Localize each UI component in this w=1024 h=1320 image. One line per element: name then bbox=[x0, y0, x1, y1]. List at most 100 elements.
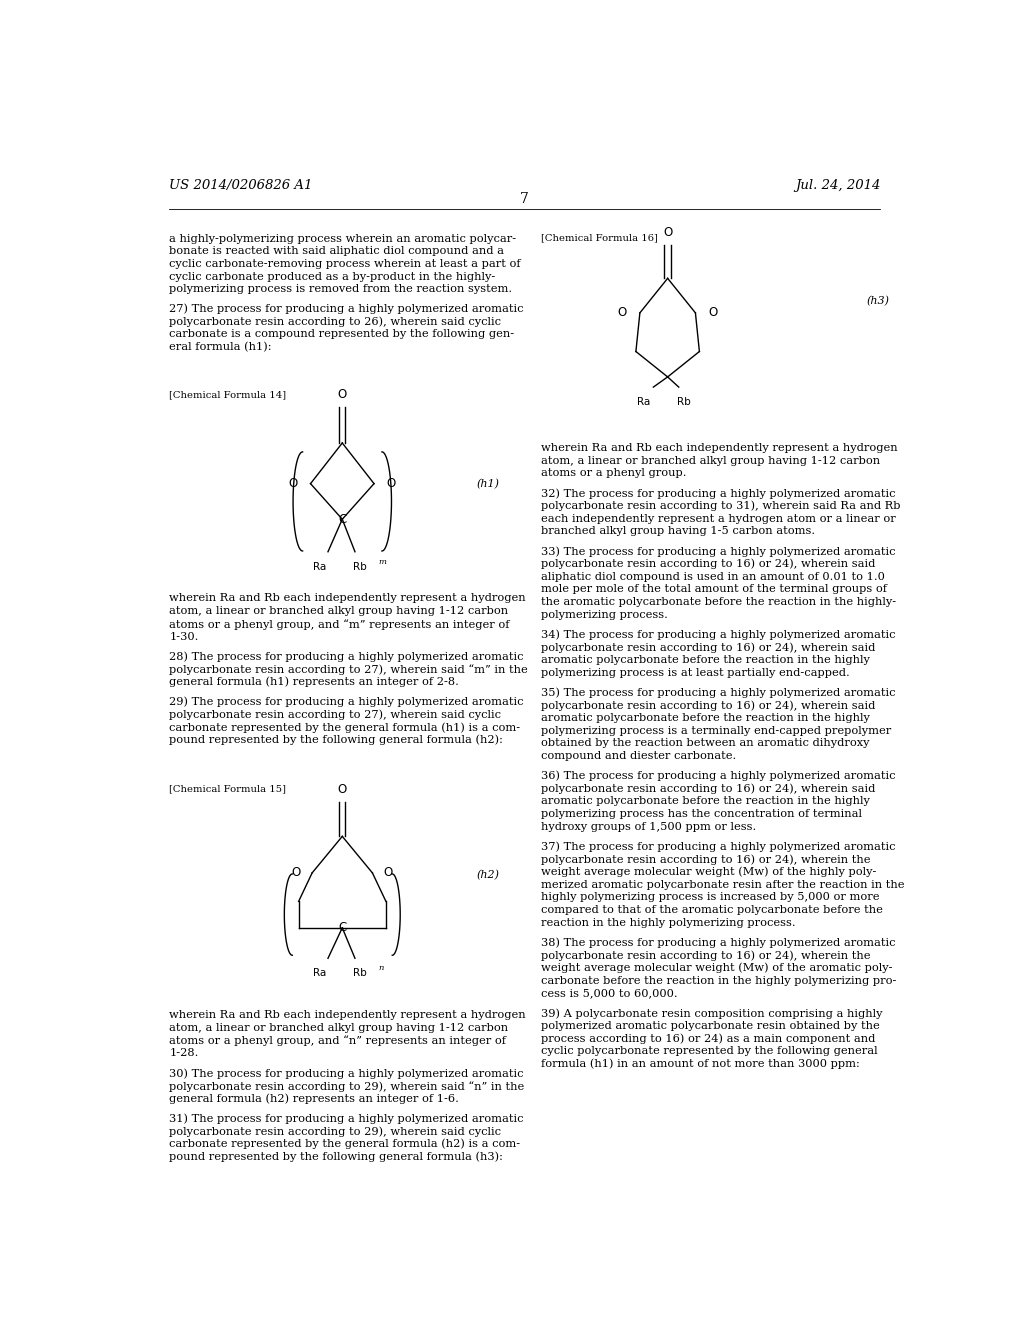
Text: Rb: Rb bbox=[677, 397, 690, 408]
Text: 35) The process for producing a highly polymerized aromatic: 35) The process for producing a highly p… bbox=[541, 688, 895, 698]
Text: polycarbonate resin according to 29), wherein said “n” in the: polycarbonate resin according to 29), wh… bbox=[169, 1081, 524, 1092]
Text: wherein Ra and Rb each independently represent a hydrogen: wherein Ra and Rb each independently rep… bbox=[169, 594, 526, 603]
Text: a highly-polymerizing process wherein an aromatic polycar-: a highly-polymerizing process wherein an… bbox=[169, 234, 516, 244]
Text: the aromatic polycarbonate before the reaction in the highly-: the aromatic polycarbonate before the re… bbox=[541, 597, 896, 607]
Text: formula (h1) in an amount of not more than 3000 ppm:: formula (h1) in an amount of not more th… bbox=[541, 1059, 859, 1069]
Text: polycarbonate resin according to 16) or 24), wherein said: polycarbonate resin according to 16) or … bbox=[541, 784, 876, 795]
Text: 28) The process for producing a highly polymerized aromatic: 28) The process for producing a highly p… bbox=[169, 651, 523, 661]
Text: merized aromatic polycarbonate resin after the reaction in the: merized aromatic polycarbonate resin aft… bbox=[541, 879, 904, 890]
Text: polymerizing process is at least partially end-capped.: polymerizing process is at least partial… bbox=[541, 668, 850, 677]
Text: cess is 5,000 to 60,000.: cess is 5,000 to 60,000. bbox=[541, 989, 677, 998]
Text: polymerizing process is a terminally end-capped prepolymer: polymerizing process is a terminally end… bbox=[541, 726, 891, 735]
Text: carbonate is a compound represented by the following gen-: carbonate is a compound represented by t… bbox=[169, 329, 514, 339]
Text: 39) A polycarbonate resin composition comprising a highly: 39) A polycarbonate resin composition co… bbox=[541, 1008, 882, 1019]
Text: Rb: Rb bbox=[353, 562, 367, 572]
Text: pound represented by the following general formula (h2):: pound represented by the following gener… bbox=[169, 735, 503, 746]
Text: (h2): (h2) bbox=[476, 870, 500, 880]
Text: O: O bbox=[338, 783, 347, 796]
Text: atom, a linear or branched alkyl group having 1-12 carbon: atom, a linear or branched alkyl group h… bbox=[541, 455, 880, 466]
Text: mole per mole of the total amount of the terminal groups of: mole per mole of the total amount of the… bbox=[541, 585, 887, 594]
Text: [Chemical Formula 15]: [Chemical Formula 15] bbox=[169, 784, 287, 793]
Text: O: O bbox=[338, 388, 347, 401]
Text: US 2014/0206826 A1: US 2014/0206826 A1 bbox=[169, 180, 312, 191]
Text: compound and diester carbonate.: compound and diester carbonate. bbox=[541, 751, 736, 760]
Text: Ra: Ra bbox=[637, 397, 650, 408]
Text: weight average molecular weight (Mw) of the highly poly-: weight average molecular weight (Mw) of … bbox=[541, 867, 877, 878]
Text: m: m bbox=[379, 558, 387, 566]
Text: weight average molecular weight (Mw) of the aromatic poly-: weight average molecular weight (Mw) of … bbox=[541, 962, 892, 973]
Text: polymerizing process.: polymerizing process. bbox=[541, 610, 668, 619]
Text: carbonate represented by the general formula (h2) is a com-: carbonate represented by the general for… bbox=[169, 1139, 520, 1150]
Text: O: O bbox=[617, 306, 627, 319]
Text: cyclic carbonate produced as a by-product in the highly-: cyclic carbonate produced as a by-produc… bbox=[169, 272, 496, 281]
Text: polycarbonate resin according to 16) or 24), wherein said: polycarbonate resin according to 16) or … bbox=[541, 700, 876, 710]
Text: obtained by the reaction between an aromatic dihydroxy: obtained by the reaction between an arom… bbox=[541, 738, 869, 748]
Text: polycarbonate resin according to 16) or 24), wherein the: polycarbonate resin according to 16) or … bbox=[541, 950, 870, 961]
Text: 31) The process for producing a highly polymerized aromatic: 31) The process for producing a highly p… bbox=[169, 1113, 523, 1123]
Text: carbonate before the reaction in the highly polymerizing pro-: carbonate before the reaction in the hig… bbox=[541, 975, 896, 986]
Text: (h1): (h1) bbox=[476, 478, 500, 488]
Text: polycarbonate resin according to 16) or 24), wherein said: polycarbonate resin according to 16) or … bbox=[541, 558, 876, 569]
Text: Ra: Ra bbox=[313, 562, 327, 572]
Text: aromatic polycarbonate before the reaction in the highly: aromatic polycarbonate before the reacti… bbox=[541, 796, 869, 807]
Text: aromatic polycarbonate before the reaction in the highly: aromatic polycarbonate before the reacti… bbox=[541, 713, 869, 723]
Text: polycarbonate resin according to 27), wherein said cyclic: polycarbonate resin according to 27), wh… bbox=[169, 709, 502, 719]
Text: 1-30.: 1-30. bbox=[169, 631, 199, 642]
Text: atoms or a phenyl group, and “n” represents an integer of: atoms or a phenyl group, and “n” represe… bbox=[169, 1036, 506, 1047]
Text: atoms or a phenyl group.: atoms or a phenyl group. bbox=[541, 469, 686, 478]
Text: O: O bbox=[663, 226, 673, 239]
Text: each independently represent a hydrogen atom or a linear or: each independently represent a hydrogen … bbox=[541, 513, 895, 524]
Text: O: O bbox=[289, 477, 298, 490]
Text: 27) The process for producing a highly polymerized aromatic: 27) The process for producing a highly p… bbox=[169, 304, 523, 314]
Text: 29) The process for producing a highly polymerized aromatic: 29) The process for producing a highly p… bbox=[169, 697, 523, 708]
Text: O: O bbox=[709, 306, 718, 319]
Text: pound represented by the following general formula (h3):: pound represented by the following gener… bbox=[169, 1151, 503, 1162]
Text: wherein Ra and Rb each independently represent a hydrogen: wherein Ra and Rb each independently rep… bbox=[169, 1010, 526, 1020]
Text: C: C bbox=[338, 921, 346, 935]
Text: wherein Ra and Rb each independently represent a hydrogen: wherein Ra and Rb each independently rep… bbox=[541, 444, 897, 453]
Text: reaction in the highly polymerizing process.: reaction in the highly polymerizing proc… bbox=[541, 917, 796, 928]
Text: highly polymerizing process is increased by 5,000 or more: highly polymerizing process is increased… bbox=[541, 892, 880, 903]
Text: O: O bbox=[384, 866, 393, 879]
Text: compared to that of the aromatic polycarbonate before the: compared to that of the aromatic polycar… bbox=[541, 906, 883, 915]
Text: 33) The process for producing a highly polymerized aromatic: 33) The process for producing a highly p… bbox=[541, 546, 895, 557]
Text: 1-28.: 1-28. bbox=[169, 1048, 199, 1059]
Text: [Chemical Formula 14]: [Chemical Formula 14] bbox=[169, 391, 287, 399]
Text: eral formula (h1):: eral formula (h1): bbox=[169, 342, 271, 352]
Text: carbonate represented by the general formula (h1) is a com-: carbonate represented by the general for… bbox=[169, 722, 520, 733]
Text: cyclic carbonate-removing process wherein at least a part of: cyclic carbonate-removing process wherei… bbox=[169, 259, 521, 269]
Text: (h3): (h3) bbox=[867, 296, 890, 306]
Text: Ra: Ra bbox=[313, 969, 327, 978]
Text: [Chemical Formula 16]: [Chemical Formula 16] bbox=[541, 234, 657, 243]
Text: Rb: Rb bbox=[353, 969, 367, 978]
Text: general formula (h2) represents an integer of 1-6.: general formula (h2) represents an integ… bbox=[169, 1093, 459, 1104]
Text: cyclic polycarbonate represented by the following general: cyclic polycarbonate represented by the … bbox=[541, 1047, 878, 1056]
Text: 34) The process for producing a highly polymerized aromatic: 34) The process for producing a highly p… bbox=[541, 630, 895, 640]
Text: polycarbonate resin according to 29), wherein said cyclic: polycarbonate resin according to 29), wh… bbox=[169, 1126, 502, 1137]
Text: polycarbonate resin according to 27), wherein said “m” in the: polycarbonate resin according to 27), wh… bbox=[169, 664, 528, 675]
Text: 7: 7 bbox=[520, 191, 529, 206]
Text: atom, a linear or branched alkyl group having 1-12 carbon: atom, a linear or branched alkyl group h… bbox=[169, 1023, 508, 1032]
Text: polymerized aromatic polycarbonate resin obtained by the: polymerized aromatic polycarbonate resin… bbox=[541, 1020, 880, 1031]
Text: aliphatic diol compound is used in an amount of 0.01 to 1.0: aliphatic diol compound is used in an am… bbox=[541, 572, 885, 582]
Text: polymerizing process has the concentration of terminal: polymerizing process has the concentrati… bbox=[541, 809, 861, 818]
Text: 38) The process for producing a highly polymerized aromatic: 38) The process for producing a highly p… bbox=[541, 937, 895, 948]
Text: atoms or a phenyl group, and “m” represents an integer of: atoms or a phenyl group, and “m” represe… bbox=[169, 619, 510, 630]
Text: n: n bbox=[379, 965, 384, 973]
Text: C: C bbox=[338, 512, 346, 525]
Text: polycarbonate resin according to 16) or 24), wherein the: polycarbonate resin according to 16) or … bbox=[541, 854, 870, 865]
Text: branched alkyl group having 1-5 carbon atoms.: branched alkyl group having 1-5 carbon a… bbox=[541, 527, 815, 536]
Text: Jul. 24, 2014: Jul. 24, 2014 bbox=[795, 180, 881, 191]
Text: O: O bbox=[387, 477, 396, 490]
Text: O: O bbox=[292, 866, 301, 879]
Text: polymerizing process is removed from the reaction system.: polymerizing process is removed from the… bbox=[169, 284, 512, 294]
Text: 30) The process for producing a highly polymerized aromatic: 30) The process for producing a highly p… bbox=[169, 1068, 523, 1078]
Text: general formula (h1) represents an integer of 2-8.: general formula (h1) represents an integ… bbox=[169, 677, 459, 688]
Text: 37) The process for producing a highly polymerized aromatic: 37) The process for producing a highly p… bbox=[541, 841, 895, 851]
Text: polycarbonate resin according to 31), wherein said Ra and Rb: polycarbonate resin according to 31), wh… bbox=[541, 500, 900, 511]
Text: hydroxy groups of 1,500 ppm or less.: hydroxy groups of 1,500 ppm or less. bbox=[541, 821, 756, 832]
Text: bonate is reacted with said aliphatic diol compound and a: bonate is reacted with said aliphatic di… bbox=[169, 247, 504, 256]
Text: polycarbonate resin according to 16) or 24), wherein said: polycarbonate resin according to 16) or … bbox=[541, 643, 876, 653]
Text: polycarbonate resin according to 26), wherein said cyclic: polycarbonate resin according to 26), wh… bbox=[169, 317, 502, 327]
Text: 32) The process for producing a highly polymerized aromatic: 32) The process for producing a highly p… bbox=[541, 488, 895, 499]
